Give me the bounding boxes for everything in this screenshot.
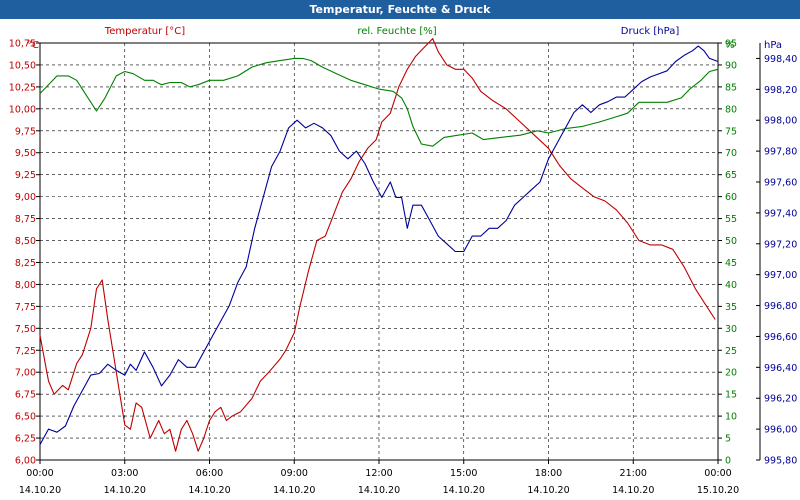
temp-tick-label: 8,25 <box>15 258 36 269</box>
grid-lines <box>40 43 718 460</box>
temp-tick-label: 10,50 <box>9 60 36 71</box>
humidity-tick-label: 10 <box>725 412 737 423</box>
pressure-tick-label: 996,00 <box>764 425 797 436</box>
temp-tick-label: 9,00 <box>15 192 36 203</box>
x-tick-date: 14.10.20 <box>19 485 61 496</box>
humidity-tick-label: 50 <box>725 236 737 247</box>
humidity-tick-label: 30 <box>725 324 737 335</box>
pressure-tick-label: 998,40 <box>764 54 797 65</box>
x-tick-date: 14.10.20 <box>273 485 315 496</box>
temp-tick-label: 8,75 <box>15 214 36 225</box>
x-tick-time: 15:00 <box>450 468 477 479</box>
axis-ticks <box>36 42 761 464</box>
humidity-tick-label: 65 <box>725 170 737 181</box>
x-tick-date: 14.10.20 <box>527 485 569 496</box>
pressure-tick-label: 998,20 <box>764 85 797 96</box>
pressure-axis-label: Druck [hPa] <box>621 26 680 37</box>
x-tick-time: 09:00 <box>281 468 308 479</box>
x-tick-date: 14.10.20 <box>612 485 654 496</box>
temp-tick-labels: 6,00 6,25 6,50 6,75 7,00 7,25 7,50 7,75 8,00 8,25… <box>9 39 36 467</box>
temp-tick-label: 6,75 <box>15 390 36 401</box>
temp-tick-label: 6,50 <box>15 412 36 423</box>
pressure-tick-label: 997,40 <box>764 208 797 219</box>
humidity-tick-label: 25 <box>725 346 737 357</box>
pressure-tick-label: 996,60 <box>764 332 797 343</box>
x-tick-time: 00:00 <box>26 468 53 479</box>
humidity-tick-label: 95 <box>725 39 737 50</box>
pressure-tick-label: 997,20 <box>764 239 797 250</box>
temp-tick-label: 7,50 <box>15 324 36 335</box>
temp-tick-label: 7,75 <box>15 302 36 313</box>
temp-tick-label: 7,25 <box>15 346 36 357</box>
chart-title: Temperatur, Feuchte & Druck <box>309 3 491 16</box>
temp-tick-label: 10,75 <box>9 39 36 50</box>
series-line-temperature <box>39 38 716 452</box>
pressure-tick-label: 997,80 <box>764 147 797 158</box>
series-line-humidity <box>39 57 719 147</box>
humidity-tick-label: 70 <box>725 148 737 159</box>
humidity-tick-label: 20 <box>725 368 737 379</box>
humidity-tick-label: 75 <box>725 126 737 137</box>
temp-tick-label: 9,75 <box>15 126 36 137</box>
temp-tick-label: 9,50 <box>15 148 36 159</box>
humidity-tick-label: 55 <box>725 214 737 225</box>
pressure-unit: hPa <box>764 40 782 51</box>
pressure-tick-labels: 995,80 996,00 996,20 996,40 996,60 996,80 997,… <box>764 54 797 467</box>
x-tick-time: 00:00 <box>704 468 731 479</box>
series-lines <box>39 38 719 452</box>
temp-tick-label: 10,25 <box>9 82 36 93</box>
humidity-tick-label: 40 <box>725 280 737 291</box>
humidity-tick-label: 80 <box>725 104 737 115</box>
x-tick-date: 14.10.20 <box>104 485 146 496</box>
x-tick-time: 03:00 <box>111 468 138 479</box>
temp-tick-label: 6,00 <box>15 456 36 467</box>
humidity-tick-label: 85 <box>725 82 737 93</box>
pressure-tick-label: 996,40 <box>764 363 797 374</box>
pressure-tick-label: 995,80 <box>764 456 797 467</box>
pressure-tick-label: 996,80 <box>764 301 797 312</box>
temp-tick-label: 9,25 <box>15 170 36 181</box>
humidity-tick-label: 15 <box>725 390 737 401</box>
x-tick-time: 21:00 <box>620 468 647 479</box>
humidity-axis-label: rel. Feuchte [%] <box>357 26 436 37</box>
temp-unit: °C <box>27 40 39 51</box>
humidity-unit: % <box>725 40 735 51</box>
pressure-tick-label: 997,60 <box>764 178 797 189</box>
temp-tick-label: 6,25 <box>15 434 36 445</box>
pressure-tick-label: 998,00 <box>764 116 797 127</box>
humidity-tick-label: 0 <box>725 456 731 467</box>
title-bar: Temperatur, Feuchte & Druck <box>0 0 800 19</box>
temp-tick-label: 8,50 <box>15 236 36 247</box>
x-tick-labels: 00:00 14.10.20 03:00 14.10.20 06:00 14.10.20 0… <box>19 468 739 496</box>
humidity-tick-label: 45 <box>725 258 737 269</box>
temp-axis-label: Temperatur [°C] <box>104 26 185 37</box>
x-tick-date: 14.10.20 <box>188 485 230 496</box>
x-tick-date: 14.10.20 <box>443 485 485 496</box>
x-tick-time: 12:00 <box>365 468 392 479</box>
temp-tick-label: 10,00 <box>9 104 36 115</box>
x-tick-time: 18:00 <box>535 468 562 479</box>
x-tick-time: 06:00 <box>196 468 223 479</box>
x-tick-date: 14.10.20 <box>358 485 400 496</box>
humidity-tick-labels: 0 5 10 15 20 25 30 35 40 45 50 55 60 65 70 75 80 85 90 95 <box>725 39 737 467</box>
series-line-pressure <box>39 45 719 445</box>
humidity-tick-label: 35 <box>725 302 737 313</box>
humidity-tick-label: 5 <box>725 434 731 445</box>
pressure-tick-label: 997,00 <box>764 270 797 281</box>
humidity-tick-label: 90 <box>725 60 737 71</box>
humidity-tick-label: 60 <box>725 192 737 203</box>
temp-tick-label: 7,00 <box>15 368 36 379</box>
pressure-tick-label: 996,20 <box>764 394 797 405</box>
temp-tick-label: 8,00 <box>15 280 36 291</box>
x-tick-date: 15.10.20 <box>697 485 739 496</box>
